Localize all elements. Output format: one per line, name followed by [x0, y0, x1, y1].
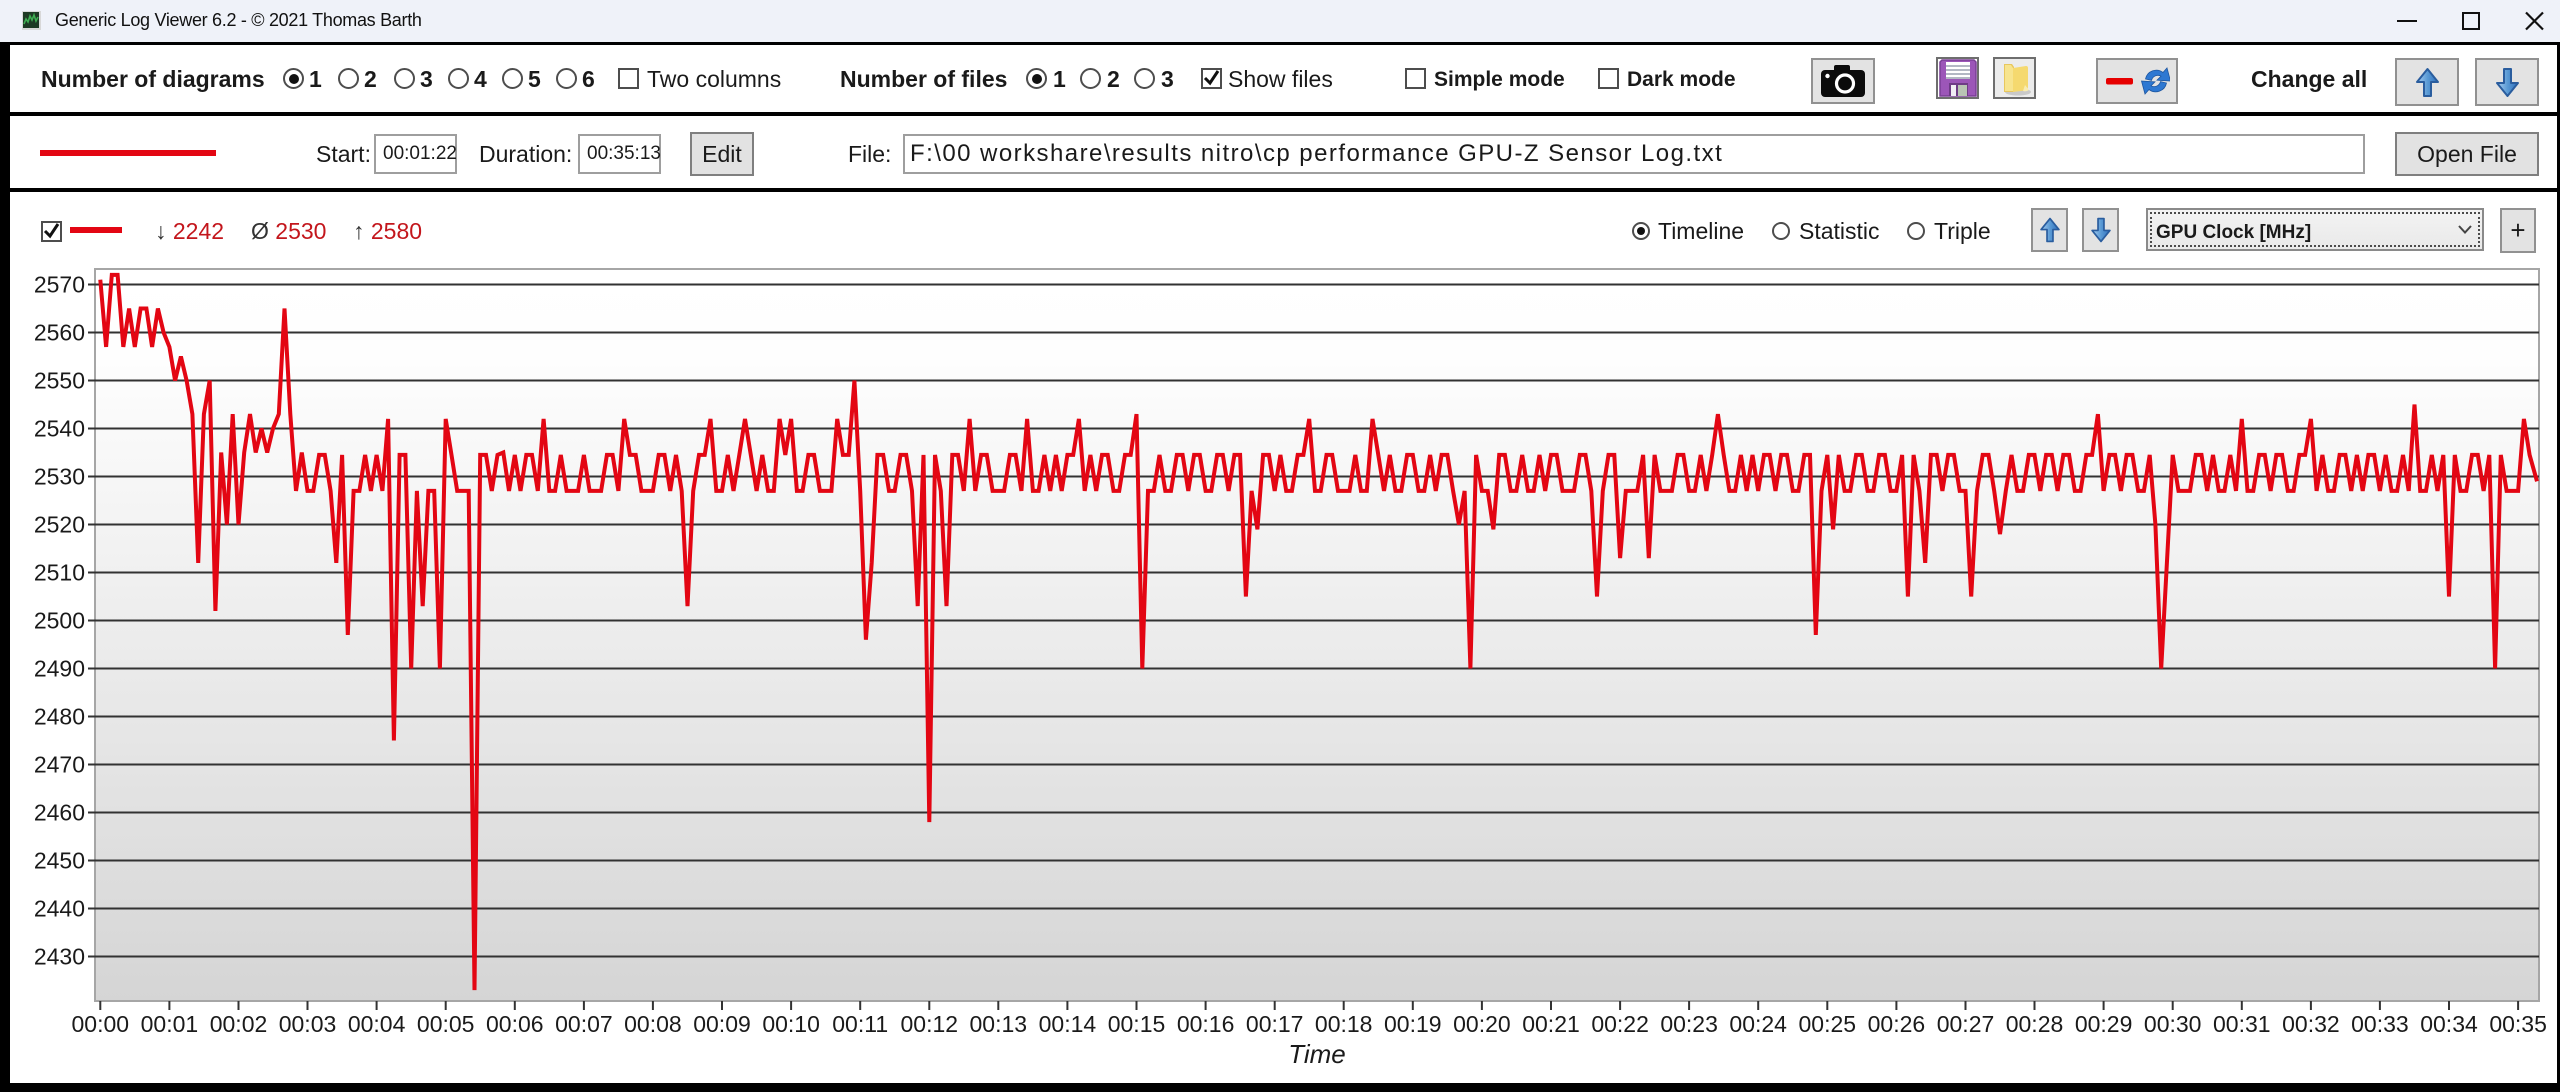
- svg-text:00:10: 00:10: [762, 1011, 820, 1037]
- svg-text:2490: 2490: [34, 656, 85, 682]
- svg-text:2500: 2500: [34, 608, 85, 634]
- svg-text:00:13: 00:13: [970, 1011, 1028, 1037]
- svg-text:00:27: 00:27: [1937, 1011, 1995, 1037]
- svg-text:00:16: 00:16: [1177, 1011, 1235, 1037]
- svg-text:2470: 2470: [34, 752, 85, 778]
- svg-text:00:19: 00:19: [1384, 1011, 1442, 1037]
- svg-text:00:04: 00:04: [348, 1011, 406, 1037]
- svg-text:00:35: 00:35: [2489, 1011, 2547, 1037]
- svg-text:00:18: 00:18: [1315, 1011, 1373, 1037]
- svg-text:2540: 2540: [34, 416, 85, 442]
- svg-text:00:15: 00:15: [1108, 1011, 1166, 1037]
- svg-text:00:26: 00:26: [1868, 1011, 1926, 1037]
- svg-text:00:29: 00:29: [2075, 1011, 2133, 1037]
- svg-text:00:01: 00:01: [141, 1011, 199, 1037]
- svg-text:00:25: 00:25: [1799, 1011, 1857, 1037]
- svg-text:00:17: 00:17: [1246, 1011, 1304, 1037]
- svg-text:2510: 2510: [34, 560, 85, 586]
- svg-text:00:34: 00:34: [2420, 1011, 2478, 1037]
- svg-text:00:06: 00:06: [486, 1011, 544, 1037]
- svg-text:2560: 2560: [34, 320, 85, 346]
- svg-text:00:30: 00:30: [2144, 1011, 2202, 1037]
- svg-text:2480: 2480: [34, 704, 85, 730]
- svg-text:00:14: 00:14: [1039, 1011, 1097, 1037]
- svg-text:2440: 2440: [34, 896, 85, 922]
- svg-text:00:12: 00:12: [901, 1011, 959, 1037]
- svg-text:00:07: 00:07: [555, 1011, 613, 1037]
- svg-text:00:20: 00:20: [1453, 1011, 1511, 1037]
- svg-text:2530: 2530: [34, 464, 85, 490]
- svg-text:00:08: 00:08: [624, 1011, 682, 1037]
- svg-text:2450: 2450: [34, 848, 85, 874]
- svg-text:00:32: 00:32: [2282, 1011, 2340, 1037]
- svg-text:00:28: 00:28: [2006, 1011, 2064, 1037]
- svg-text:00:33: 00:33: [2351, 1011, 2409, 1037]
- svg-text:00:09: 00:09: [693, 1011, 751, 1037]
- svg-text:2460: 2460: [34, 800, 85, 826]
- svg-text:00:03: 00:03: [279, 1011, 337, 1037]
- svg-text:2520: 2520: [34, 512, 85, 538]
- svg-text:00:22: 00:22: [1591, 1011, 1649, 1037]
- svg-text:Time: Time: [1288, 1039, 1346, 1069]
- svg-text:00:31: 00:31: [2213, 1011, 2271, 1037]
- svg-text:00:23: 00:23: [1660, 1011, 1718, 1037]
- svg-text:2570: 2570: [34, 272, 85, 298]
- svg-text:00:00: 00:00: [72, 1011, 130, 1037]
- svg-text:00:05: 00:05: [417, 1011, 475, 1037]
- svg-text:00:02: 00:02: [210, 1011, 268, 1037]
- svg-text:00:11: 00:11: [832, 1011, 888, 1037]
- svg-text:2550: 2550: [34, 368, 85, 394]
- svg-text:2430: 2430: [34, 944, 85, 970]
- svg-text:00:24: 00:24: [1729, 1011, 1787, 1037]
- svg-text:00:21: 00:21: [1522, 1011, 1580, 1037]
